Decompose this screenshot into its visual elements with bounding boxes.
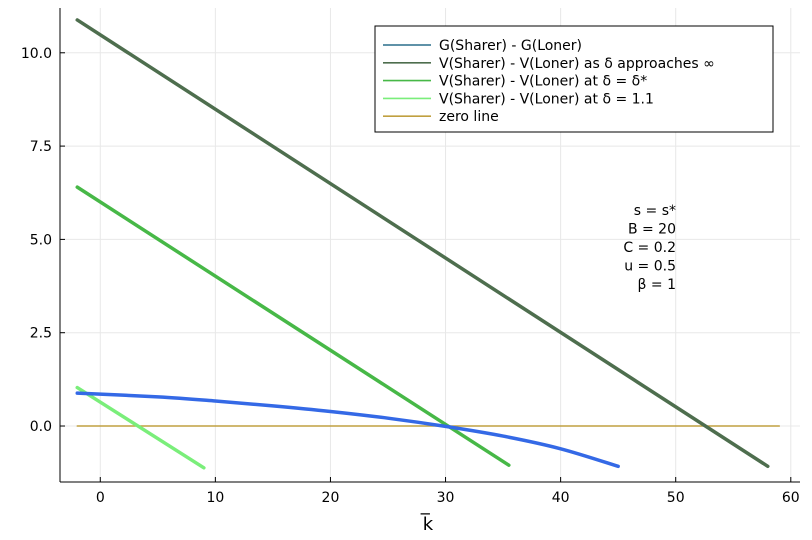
x-tick-label: 50 xyxy=(667,490,685,506)
legend-entry: V(Sharer) - V(Loner) as δ approaches ∞ xyxy=(439,56,715,72)
legend-entry: G(Sharer) - G(Loner) xyxy=(439,38,582,54)
legend: G(Sharer) - G(Loner) V(Sharer) - V(Loner)… xyxy=(374,25,774,133)
annotation-line: s = s* xyxy=(634,203,676,219)
y-tick-label: 10.0 xyxy=(21,46,52,62)
annotation-line: B = 20 xyxy=(628,222,676,238)
annotation-line: C = 0.2 xyxy=(623,240,676,256)
ticks-layer: 0 10 20 30 40 50 60 0.0 2.5 5.0 7.5 10.0 xyxy=(21,46,800,506)
annotation-line: u = 0.5 xyxy=(624,259,676,275)
x-axis-label: k̅ xyxy=(420,513,434,535)
y-tick-label: 5.0 xyxy=(30,232,52,248)
x-tick-label: 20 xyxy=(322,490,340,506)
y-tick-label: 2.5 xyxy=(30,326,52,342)
x-tick-label: 0 xyxy=(96,490,105,506)
series-layer xyxy=(75,18,781,470)
legend-entry: zero line xyxy=(439,109,499,125)
series-line xyxy=(75,391,620,469)
axes-layer xyxy=(59,8,800,483)
x-tick-label: 40 xyxy=(552,490,570,506)
series-line xyxy=(75,185,511,467)
series-line xyxy=(75,18,770,469)
legend-entry: V(Sharer) - V(Loner) at δ = δ* xyxy=(439,74,647,90)
series-line xyxy=(75,385,206,470)
legend-entry: V(Sharer) - V(Loner) at δ = 1.1 xyxy=(439,91,654,107)
x-tick-label: 10 xyxy=(206,490,224,506)
legend-box xyxy=(374,25,774,133)
annotation-line: β = 1 xyxy=(638,277,676,293)
y-tick-label: 0.0 xyxy=(30,419,52,435)
y-tick-label: 7.5 xyxy=(30,139,52,155)
parameter-annotation: s = s* B = 20 C = 0.2 u = 0.5 β = 1 xyxy=(623,203,676,293)
x-tick-label: 30 xyxy=(437,490,455,506)
x-tick-label: 60 xyxy=(782,490,800,506)
